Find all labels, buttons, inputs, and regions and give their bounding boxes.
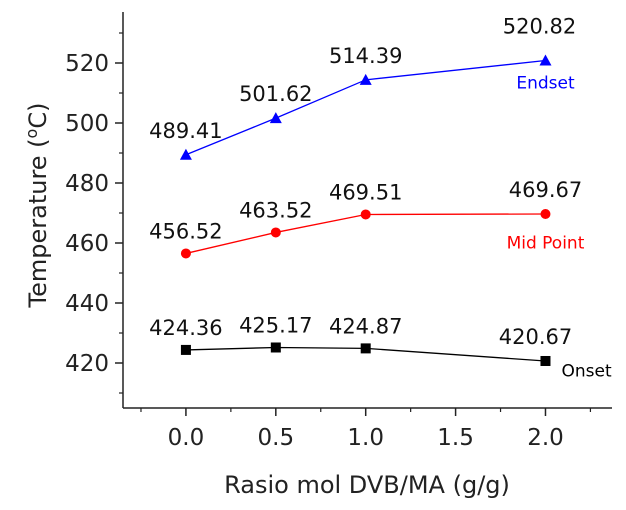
data-point [269,112,282,124]
data-label: 425.17 [239,313,312,337]
series-label: Endset [516,74,575,94]
data-label: 520.82 [503,15,576,39]
series-line [185,59,546,156]
data-label: 456.52 [149,219,222,243]
series-label: Mid Point [507,233,585,253]
data-point [180,248,191,259]
series-mid-point: 456.52 463.52 469.51 469.67 Mid Point [149,178,585,259]
ticks: 420 440 460 480 500 520 0.0 0.5 1.0 1.5 2.0 [65,32,592,451]
y-axis-title: Temperature (oC) [22,103,52,309]
data-point [180,344,191,355]
y-tick-label: 480 [65,171,109,197]
axes [122,12,612,409]
data-label: 420.67 [499,325,572,349]
data-point [540,208,551,219]
data-point [270,342,281,353]
y-tick-label: 420 [65,351,109,377]
data-label: 424.87 [329,314,402,338]
series-label: Onset [561,362,611,382]
y-tick-label: 460 [65,231,109,257]
x-tick-label: 1.5 [437,425,474,451]
series-endset: 489.41 501.62 514.39 520.82 Endset [149,15,576,160]
series-layer: 489.41 501.62 514.39 520.82 Endset 456.52 463.… [149,15,612,382]
x-tick-label: 1.0 [347,425,384,451]
x-tick-label: 0.0 [168,425,205,451]
x-tick-label: 2.0 [527,425,564,451]
y-tick-label: 500 [65,111,109,137]
data-label: 463.52 [239,198,312,222]
x-tick-label: 0.5 [258,425,295,451]
data-label: 514.39 [329,44,402,68]
data-point [359,73,372,85]
data-label: 489.41 [149,119,222,143]
data-point [540,355,551,366]
data-point [270,227,281,238]
data-label: 469.51 [329,180,402,204]
data-label: 424.36 [149,316,222,340]
x-axis-title: Rasio mol DVB/MA (g/g) [224,471,510,499]
y-tick-label: 440 [65,291,109,317]
data-point [360,209,371,220]
data-label: 469.67 [509,178,582,202]
data-label: 501.62 [239,82,312,106]
series-line [185,346,546,362]
data-point [360,343,371,354]
series-onset: 424.36 425.17 424.87 420.67 Onset [149,313,612,381]
data-point [179,148,192,160]
y-tick-label: 520 [65,51,109,77]
series-line [185,213,546,255]
data-point [539,54,552,66]
